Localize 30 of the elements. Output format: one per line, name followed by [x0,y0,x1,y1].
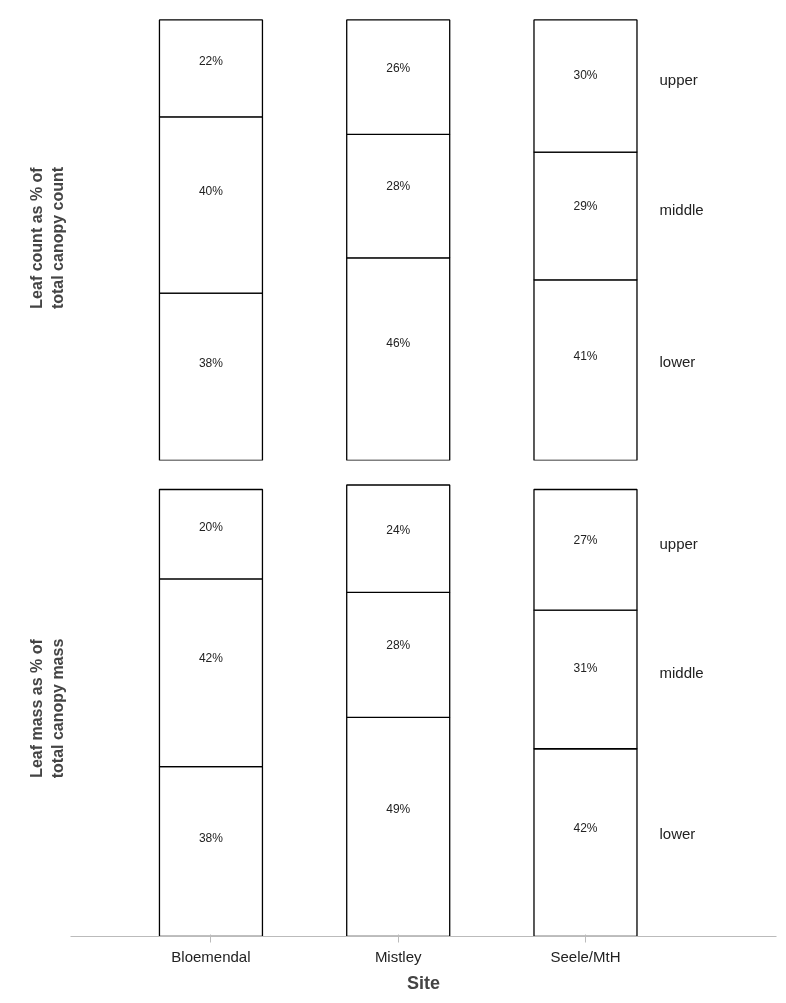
data-label: 38% [198,356,224,371]
data-label: 49% [386,802,411,817]
data-label: 42% [573,820,598,835]
data-label: 20% [198,520,224,535]
x-tick-label: Seele/MtH [550,947,621,965]
data-label: 46% [386,335,411,350]
y-axis-title: Leaf count as % of total canopy count [28,166,66,310]
data-label: 22% [198,53,224,68]
data-label: 31% [573,661,598,676]
data-label: 24% [386,523,411,538]
x-tick-label: Mistley [374,947,423,965]
series-label: lower [659,352,696,370]
series-label: upper [659,535,698,553]
data-label: 30% [573,68,598,83]
data-label: 41% [573,348,598,363]
data-label: 40% [198,183,224,198]
data-label: 38% [198,830,224,845]
data-label: 28% [386,637,411,652]
data-label: 42% [198,650,224,665]
x-axis-title: Site [406,972,441,993]
series-label: middle [659,664,704,682]
data-label: 29% [573,198,598,213]
x-tick-label: Bloemendal [171,947,251,965]
data-label: 26% [386,61,411,76]
series-label: middle [659,201,704,219]
series-label: lower [659,824,696,842]
data-label: 28% [386,179,411,194]
data-label: 27% [573,533,598,548]
y-axis-title: Leaf mass as % of total canopy mass [28,638,66,779]
series-label: upper [659,70,698,88]
